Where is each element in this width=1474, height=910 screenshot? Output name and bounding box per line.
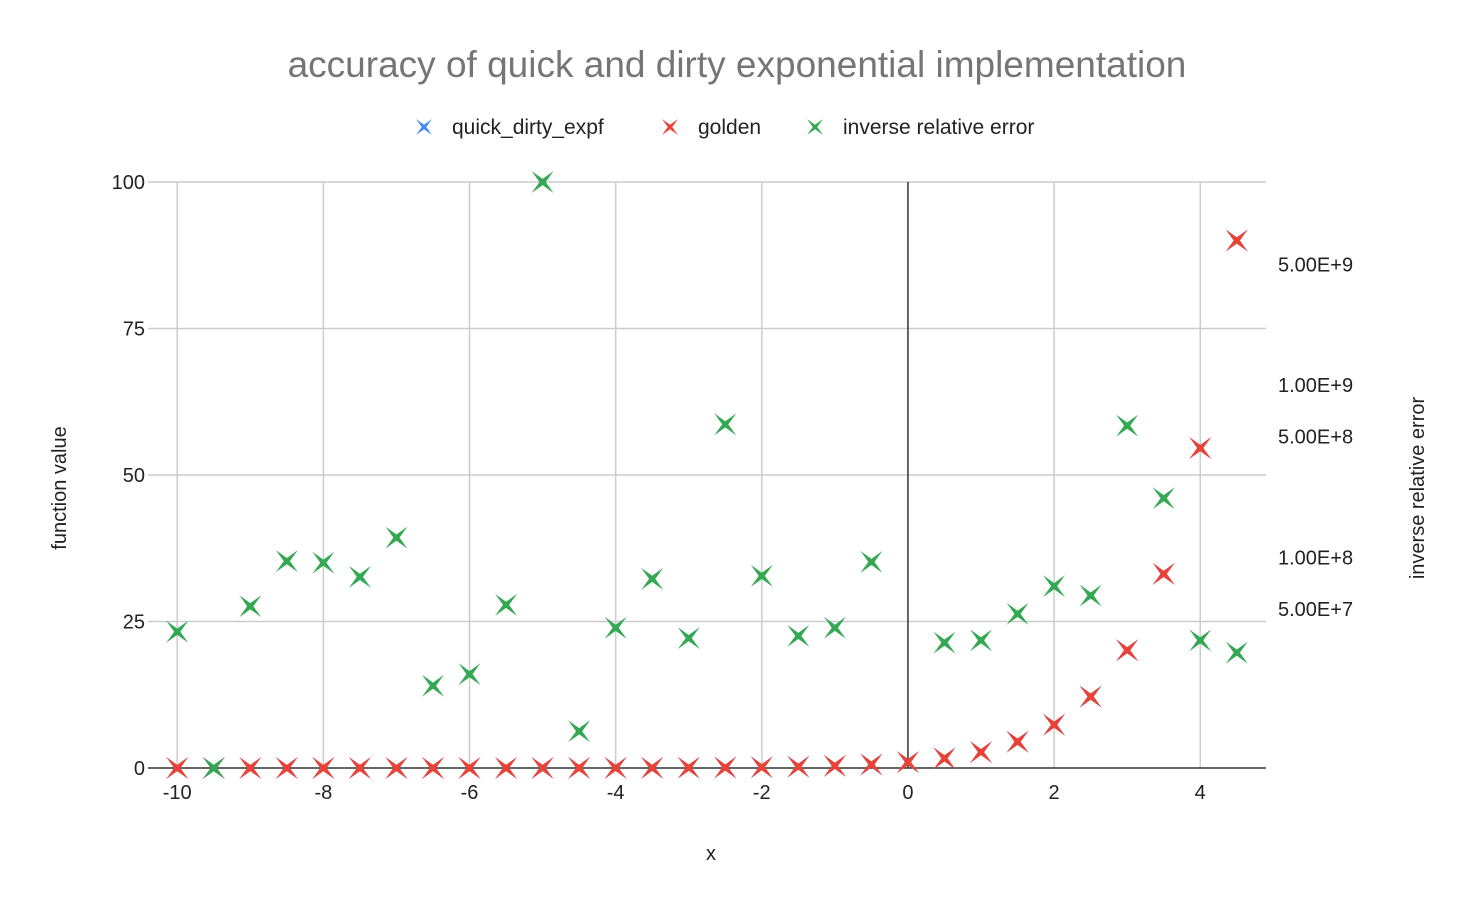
gridlines xyxy=(148,181,1266,768)
y-tick-label: 100 xyxy=(112,172,145,194)
data-point xyxy=(239,756,262,779)
legend-label: golden xyxy=(698,116,761,139)
data-point xyxy=(641,567,664,590)
data-point xyxy=(714,756,737,779)
y-axis-title: function value xyxy=(49,426,71,549)
legend-label: inverse relative error xyxy=(843,116,1034,139)
data-point xyxy=(1079,685,1102,708)
data-point xyxy=(1116,639,1139,662)
data-point xyxy=(421,756,444,779)
data-point xyxy=(166,620,189,643)
x-tick-label: -10 xyxy=(163,782,192,804)
legend-marker xyxy=(807,119,823,135)
data-point xyxy=(823,754,846,777)
zero-axis-lines xyxy=(148,182,1266,769)
data-point xyxy=(714,413,737,436)
data-point xyxy=(495,756,518,779)
data-point xyxy=(1152,487,1175,510)
x-tick-label: -4 xyxy=(607,782,625,804)
data-point xyxy=(604,756,627,779)
data-point xyxy=(677,756,700,779)
x-tick-label: 0 xyxy=(902,782,913,804)
data-point xyxy=(1079,584,1102,607)
y-tick-label: 25 xyxy=(123,612,145,634)
data-point xyxy=(1225,229,1248,252)
data-point xyxy=(860,753,883,776)
data-point xyxy=(385,756,408,779)
legend: quick_dirty_expf golden inverse relative e… xyxy=(416,116,1034,139)
data-point xyxy=(275,550,298,573)
data-point xyxy=(495,593,518,616)
data-point xyxy=(1189,437,1212,460)
data-point xyxy=(1006,602,1029,625)
data-point xyxy=(531,171,554,193)
data-point xyxy=(677,627,700,650)
data-point xyxy=(421,674,444,697)
data-point xyxy=(933,747,956,770)
data-point xyxy=(348,756,371,779)
data-point xyxy=(202,757,225,779)
data-point xyxy=(348,565,371,588)
x-tick-label: 4 xyxy=(1195,782,1206,804)
data-point xyxy=(568,720,591,743)
data-point xyxy=(275,756,298,779)
data-point xyxy=(860,550,883,573)
x-axis-title: x xyxy=(706,843,716,865)
data-point xyxy=(896,751,919,774)
data-point xyxy=(312,756,335,779)
data-point xyxy=(1189,629,1212,652)
y2-tick-label: 5.00E+7 xyxy=(1278,599,1353,621)
data-point xyxy=(1006,730,1029,753)
series-2 xyxy=(166,171,1248,779)
data-point xyxy=(531,756,554,779)
data-point xyxy=(750,756,773,779)
y-tick-labels: 0 25 50 75 100 xyxy=(112,172,145,780)
data-point xyxy=(1225,641,1248,664)
y2-tick-label: 5.00E+9 xyxy=(1278,254,1353,276)
legend-marker xyxy=(662,119,678,135)
chart-title: accuracy of quick and dirty exponential … xyxy=(288,44,1187,85)
data-point xyxy=(823,616,846,639)
data-point xyxy=(641,756,664,779)
data-point xyxy=(1043,575,1066,598)
data-point xyxy=(604,616,627,639)
data-point xyxy=(166,756,189,779)
y-tick-label: 75 xyxy=(123,319,145,341)
legend-marker xyxy=(416,119,432,135)
x-tick-label: -6 xyxy=(461,782,479,804)
series-1 xyxy=(166,229,1248,779)
x-tick-label: -8 xyxy=(314,782,332,804)
data-point xyxy=(458,663,481,686)
y2-axis-title: inverse relative error xyxy=(1407,397,1429,580)
series-0 xyxy=(166,229,1248,779)
data-point xyxy=(312,551,335,574)
data-point xyxy=(1152,562,1175,585)
legend-label: quick_dirty_expf xyxy=(452,116,604,139)
data-point xyxy=(750,564,773,587)
data-point xyxy=(933,631,956,654)
data-point xyxy=(1043,713,1066,736)
data-point xyxy=(787,755,810,778)
data-points xyxy=(166,171,1248,779)
y2-tick-label: 1.00E+8 xyxy=(1278,547,1353,569)
y2-tick-labels: 5.00E+7 1.00E+8 5.00E+8 1.00E+9 5.00E+9 xyxy=(1278,254,1353,621)
data-point xyxy=(1116,414,1139,437)
data-point xyxy=(970,629,993,652)
data-point xyxy=(458,756,481,779)
y2-tick-label: 1.00E+9 xyxy=(1278,375,1353,397)
x-tick-label: -2 xyxy=(753,782,771,804)
data-point xyxy=(787,624,810,647)
data-point xyxy=(970,741,993,764)
y-tick-label: 0 xyxy=(134,758,145,780)
data-point xyxy=(385,526,408,549)
data-point xyxy=(239,595,262,618)
x-tick-label: 2 xyxy=(1049,782,1060,804)
y2-tick-label: 5.00E+8 xyxy=(1278,427,1353,449)
data-point xyxy=(568,756,591,779)
x-tick-labels: -10 -8 -6 -4 -2 0 2 4 xyxy=(163,782,1206,804)
y-tick-label: 50 xyxy=(123,465,145,487)
